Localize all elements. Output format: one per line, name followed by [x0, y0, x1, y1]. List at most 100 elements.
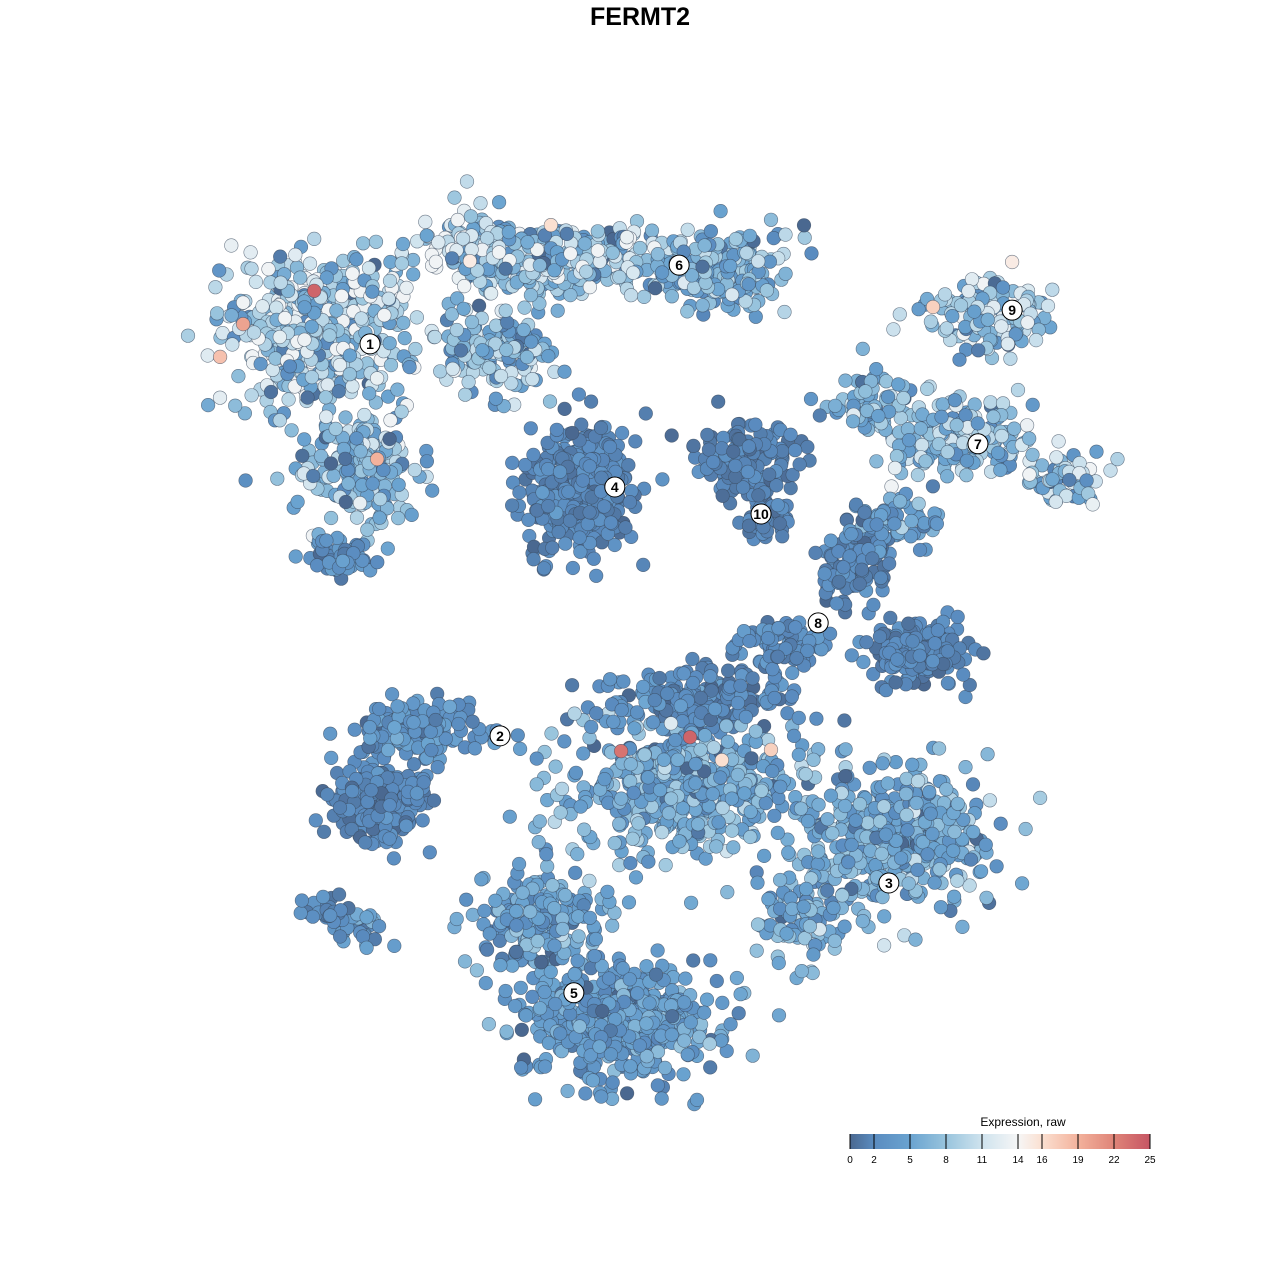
- cell-point: [925, 479, 941, 494]
- cell-point: [664, 1027, 679, 1042]
- cell-point: [447, 190, 462, 205]
- cell-point: [720, 663, 736, 678]
- cell-point: [1014, 876, 1030, 891]
- chart-title: FERMT2: [590, 3, 690, 31]
- cell-point: [297, 432, 312, 447]
- cell-point: [700, 427, 715, 442]
- cell-point: [743, 804, 758, 819]
- cell-point: [501, 225, 516, 240]
- cell-point: [914, 437, 930, 453]
- cell-point: [326, 468, 341, 483]
- cell-point: [295, 448, 310, 463]
- cell-point: [293, 270, 308, 285]
- points-layer: [180, 174, 1125, 1112]
- cell-point: [777, 304, 792, 320]
- cell-point: [332, 800, 348, 815]
- cell-point: [565, 560, 581, 576]
- cell-point: [244, 388, 259, 403]
- cell-point: [397, 331, 412, 346]
- cell-point: [791, 710, 806, 726]
- cell-point: [518, 1008, 534, 1023]
- cell-point: [383, 358, 399, 373]
- cell-point: [449, 911, 464, 927]
- cell-point: [544, 726, 559, 741]
- cell-point: [523, 288, 539, 303]
- cell-point: [950, 873, 965, 888]
- cell-point: [869, 362, 884, 377]
- cell-point: [614, 791, 629, 806]
- cell-point: [995, 396, 1011, 411]
- cell-point: [623, 288, 639, 303]
- cell-point: [758, 795, 773, 811]
- cell-point: [787, 443, 803, 458]
- cell-point: [469, 963, 485, 978]
- cell-point: [642, 996, 657, 1011]
- cell-point: [621, 895, 637, 910]
- cell-point: [731, 1006, 746, 1021]
- cell-point: [772, 516, 787, 531]
- cell-point: [482, 360, 497, 375]
- cell-point: [855, 341, 870, 357]
- cell-point: [277, 311, 293, 326]
- cell-point: [618, 520, 633, 535]
- cell-point: [399, 818, 414, 834]
- cell-point: [404, 507, 419, 523]
- cell-point: [792, 457, 807, 472]
- cell-point: [945, 309, 960, 324]
- cell-point: [697, 728, 713, 743]
- cell-point: [668, 732, 683, 748]
- cell-point: [545, 878, 560, 893]
- cell-point: [352, 496, 368, 511]
- cell-point: [798, 767, 813, 782]
- cell-point: [347, 722, 362, 737]
- cell-point: [896, 391, 911, 406]
- cell-point: [1051, 434, 1066, 449]
- cell-point: [529, 751, 544, 766]
- cell-point: [638, 406, 653, 421]
- cell-point: [499, 1024, 514, 1039]
- cell-point: [911, 496, 926, 511]
- cell-point: [892, 494, 908, 509]
- cell-point: [982, 793, 998, 808]
- cell-point: [1032, 790, 1048, 806]
- cell-point: [962, 677, 977, 693]
- cell-point: [560, 1083, 575, 1099]
- cell-point: [947, 393, 963, 408]
- cell-point: [911, 302, 926, 317]
- cell-point: [619, 1086, 635, 1101]
- cell-point: [612, 816, 627, 832]
- cell-point: [713, 204, 728, 219]
- cell-point: [574, 417, 589, 432]
- cell-point: [316, 824, 332, 839]
- cell-point: [767, 808, 782, 823]
- cell-point: [504, 498, 520, 513]
- cell-point: [231, 369, 246, 384]
- cell-point: [451, 716, 466, 732]
- cell-point: [1089, 444, 1104, 459]
- cell-point: [993, 816, 1008, 831]
- cell-point: [472, 298, 487, 313]
- cell-point: [493, 958, 508, 973]
- cell-point: [582, 873, 597, 889]
- cell-point: [1028, 333, 1044, 348]
- cell-point: [474, 872, 489, 887]
- cell-point: [589, 568, 604, 583]
- cell-point: [783, 481, 798, 496]
- cell-point: [554, 781, 570, 797]
- cell-point: [760, 630, 776, 646]
- cell-point: [383, 413, 398, 428]
- cell-point: [523, 421, 538, 436]
- cell-point: [532, 814, 547, 829]
- cell-point: [884, 479, 899, 494]
- cell-point: [225, 337, 240, 352]
- cell-point: [940, 469, 955, 484]
- cell-point: [632, 240, 648, 256]
- cell-point: [345, 379, 360, 394]
- cell-point: [253, 356, 268, 372]
- cell-point: [709, 973, 724, 989]
- cell-point: [557, 364, 572, 379]
- cell-point: [844, 837, 859, 853]
- cell-point: [459, 174, 475, 189]
- cell-point: [983, 395, 998, 410]
- cell-point: [593, 420, 609, 436]
